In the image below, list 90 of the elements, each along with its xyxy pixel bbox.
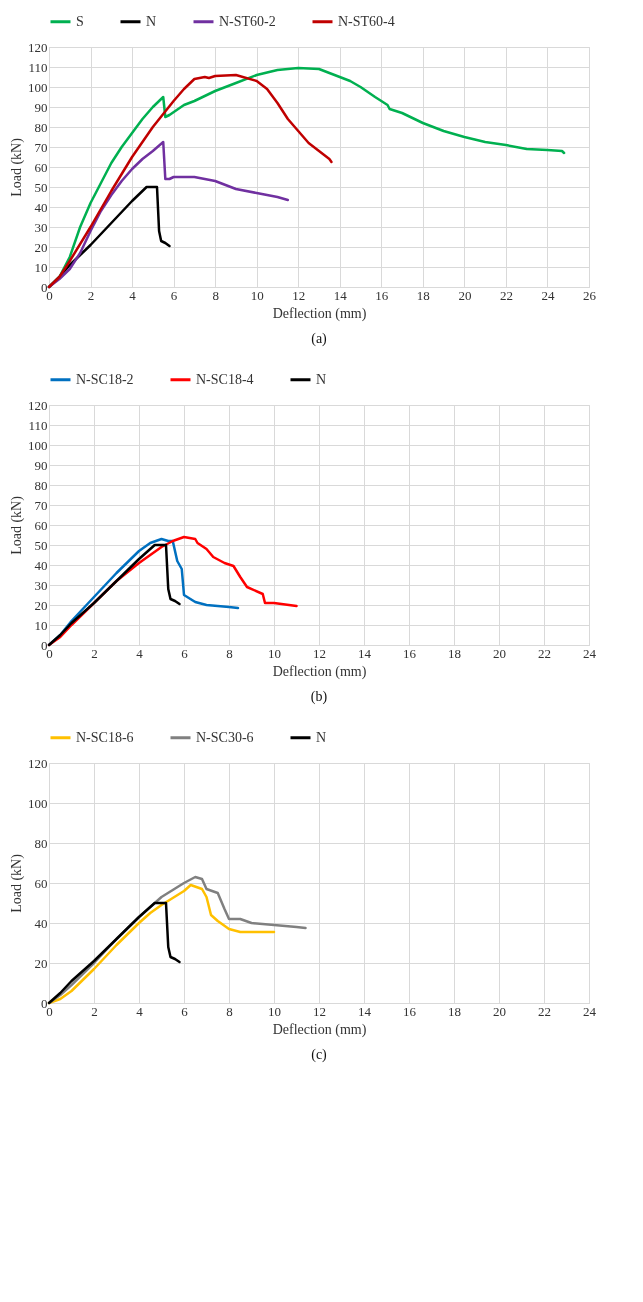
x-axis-title: Deflection (mm) <box>272 663 367 680</box>
y-tick-label: 100 <box>28 437 48 453</box>
x-tick-label: 26 <box>583 287 597 303</box>
y-tick-label: 60 <box>34 159 48 175</box>
x-tick-label: 16 <box>403 645 417 661</box>
x-tick-label: 4 <box>129 287 137 303</box>
text: (b) <box>310 689 328 705</box>
y-axis-title: Load (kN) <box>9 495 25 555</box>
x-tick-label: 24 <box>541 287 555 303</box>
legend-label: N <box>316 729 327 745</box>
x-tick-label: 18 <box>448 645 461 661</box>
x-tick-label: 10 <box>268 645 281 661</box>
y-tick-label: 120 <box>28 755 48 771</box>
y-tick-label: 30 <box>34 577 48 593</box>
y-tick-label: 20 <box>34 597 48 613</box>
x-tick-label: 10 <box>268 1003 281 1019</box>
x-tick-label: 14 <box>333 287 348 303</box>
text: (c) <box>311 1047 328 1063</box>
y-tick-label: 10 <box>34 617 48 633</box>
legend-label: N-ST60-4 <box>338 13 395 29</box>
y-tick-label: 40 <box>34 199 48 215</box>
x-tick-label: 2 <box>91 645 98 661</box>
y-tick-label: 70 <box>34 139 48 155</box>
x-tick-label: 18 <box>448 1003 461 1019</box>
line-series <box>47 543 181 647</box>
line-series <box>47 73 333 289</box>
y-tick-label: 100 <box>28 795 48 811</box>
x-axis-title: Deflection (mm) <box>272 1021 367 1038</box>
y-tick-label: 10 <box>34 259 48 275</box>
x-tick-label: 12 <box>313 1003 326 1019</box>
x-tick-label: 12 <box>292 287 306 303</box>
x-tick-label: 18 <box>416 287 430 303</box>
legend-label: N <box>316 371 327 387</box>
y-tick-label: 60 <box>34 875 48 891</box>
y-tick-label: 60 <box>34 517 48 533</box>
x-tick-label: 8 <box>226 1003 233 1019</box>
legend-label: N-ST60-2 <box>219 13 276 29</box>
x-tick-label: 24 <box>583 1003 597 1019</box>
x-tick-label: 20 <box>458 287 472 303</box>
text: (a) <box>311 331 328 347</box>
y-tick-label: 20 <box>34 239 48 255</box>
y-tick-label: 90 <box>34 457 48 473</box>
y-axis-title: Load (kN) <box>9 137 25 197</box>
x-tick-label: 8 <box>212 287 219 303</box>
legend-label: N <box>146 13 157 29</box>
y-tick-label: 100 <box>28 79 48 95</box>
x-tick-label: 4 <box>136 1003 144 1019</box>
x-axis-title: Deflection (mm) <box>272 305 367 322</box>
y-tick-label: 30 <box>34 219 48 235</box>
x-tick-label: 22 <box>538 1003 551 1019</box>
x-tick-label: 12 <box>313 645 326 661</box>
y-tick-label: 50 <box>34 537 48 553</box>
x-tick-label: 8 <box>226 645 233 661</box>
x-tick-label: 14 <box>358 645 372 661</box>
y-tick-label: 40 <box>34 557 48 573</box>
x-tick-label: 16 <box>403 1003 417 1019</box>
y-tick-label: 110 <box>28 59 48 75</box>
line-series <box>47 901 181 1005</box>
legend-label: N-SC18-6 <box>76 729 134 745</box>
x-tick-label: 24 <box>583 645 597 661</box>
legend-label: N-SC18-2 <box>76 371 134 387</box>
y-tick-label: 120 <box>28 39 48 55</box>
x-tick-label: 6 <box>170 287 178 303</box>
x-tick-label: 2 <box>87 287 95 303</box>
y-tick-label: 110 <box>28 417 48 433</box>
y-tick-label: 50 <box>34 179 48 195</box>
y-tick-label: 20 <box>34 955 48 971</box>
y-tick-label: 80 <box>34 835 48 851</box>
y-tick-label: 80 <box>34 119 48 135</box>
x-tick-label: 14 <box>358 1003 372 1019</box>
x-tick-label: 6 <box>181 1003 189 1019</box>
x-tick-label: 6 <box>181 645 189 661</box>
x-tick-label: 4 <box>136 645 144 661</box>
x-tick-label: 10 <box>250 287 264 303</box>
y-tick-label: 40 <box>34 915 48 931</box>
x-tick-label: 20 <box>493 645 506 661</box>
x-tick-label: 20 <box>493 1003 506 1019</box>
x-tick-label: 22 <box>499 287 513 303</box>
x-tick-label: 2 <box>91 1003 98 1019</box>
y-tick-label: 120 <box>28 397 48 413</box>
y-tick-label: 90 <box>34 99 48 115</box>
y-tick-label: 70 <box>34 497 48 513</box>
legend-label: N-SC18-4 <box>196 371 254 387</box>
y-tick-label: 80 <box>34 477 48 493</box>
legend-label: S <box>76 13 84 29</box>
line-series <box>47 883 276 1005</box>
x-tick-label: 16 <box>375 287 389 303</box>
x-tick-label: 22 <box>538 645 551 661</box>
y-axis-title: Load (kN) <box>9 853 25 913</box>
legend-label: N-SC30-6 <box>196 729 254 745</box>
